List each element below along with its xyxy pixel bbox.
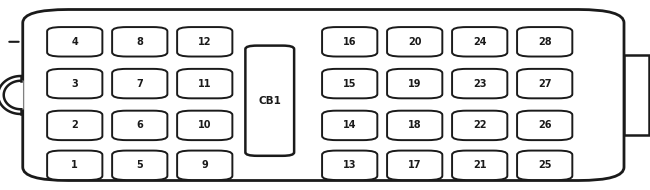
FancyBboxPatch shape [322,111,377,140]
Text: 22: 22 [473,120,486,130]
FancyBboxPatch shape [452,27,507,57]
FancyBboxPatch shape [517,111,572,140]
FancyBboxPatch shape [517,150,572,180]
FancyBboxPatch shape [47,111,103,140]
Text: 16: 16 [343,37,356,47]
Text: 25: 25 [538,160,551,170]
Text: 3: 3 [72,79,78,89]
Text: 11: 11 [198,79,211,89]
Text: 12: 12 [198,37,211,47]
FancyBboxPatch shape [177,69,233,98]
FancyBboxPatch shape [112,69,168,98]
Text: 14: 14 [343,120,356,130]
FancyBboxPatch shape [246,46,294,156]
FancyBboxPatch shape [177,27,233,57]
FancyBboxPatch shape [112,27,168,57]
Polygon shape [4,81,23,109]
Text: 23: 23 [473,79,486,89]
Text: 21: 21 [473,160,486,170]
Text: 15: 15 [343,79,356,89]
Text: 17: 17 [408,160,421,170]
FancyBboxPatch shape [177,111,233,140]
FancyBboxPatch shape [47,69,103,98]
FancyBboxPatch shape [387,150,442,180]
Text: 4: 4 [72,37,78,47]
Text: 20: 20 [408,37,421,47]
FancyBboxPatch shape [517,27,572,57]
Text: 6: 6 [136,120,143,130]
FancyBboxPatch shape [452,69,507,98]
Text: 10: 10 [198,120,211,130]
Text: 28: 28 [538,37,551,47]
FancyBboxPatch shape [517,69,572,98]
Text: 5: 5 [136,160,143,170]
Text: 8: 8 [136,37,143,47]
FancyBboxPatch shape [112,150,168,180]
Text: 24: 24 [473,37,486,47]
Text: 18: 18 [408,120,421,130]
FancyBboxPatch shape [452,111,507,140]
Text: 1: 1 [72,160,78,170]
Text: 27: 27 [538,79,551,89]
Text: 26: 26 [538,120,551,130]
Bar [624,55,649,135]
FancyBboxPatch shape [387,69,442,98]
FancyBboxPatch shape [23,10,624,180]
Text: 13: 13 [343,160,356,170]
FancyBboxPatch shape [452,150,507,180]
Text: 2: 2 [72,120,78,130]
FancyBboxPatch shape [112,111,168,140]
FancyBboxPatch shape [47,150,103,180]
Text: 7: 7 [136,79,143,89]
FancyBboxPatch shape [47,27,103,57]
FancyBboxPatch shape [322,27,377,57]
FancyBboxPatch shape [322,150,377,180]
FancyBboxPatch shape [177,150,233,180]
FancyBboxPatch shape [322,69,377,98]
Text: 9: 9 [202,160,208,170]
FancyBboxPatch shape [387,27,442,57]
Text: 19: 19 [408,79,421,89]
FancyBboxPatch shape [387,111,442,140]
Text: CB1: CB1 [258,96,281,106]
